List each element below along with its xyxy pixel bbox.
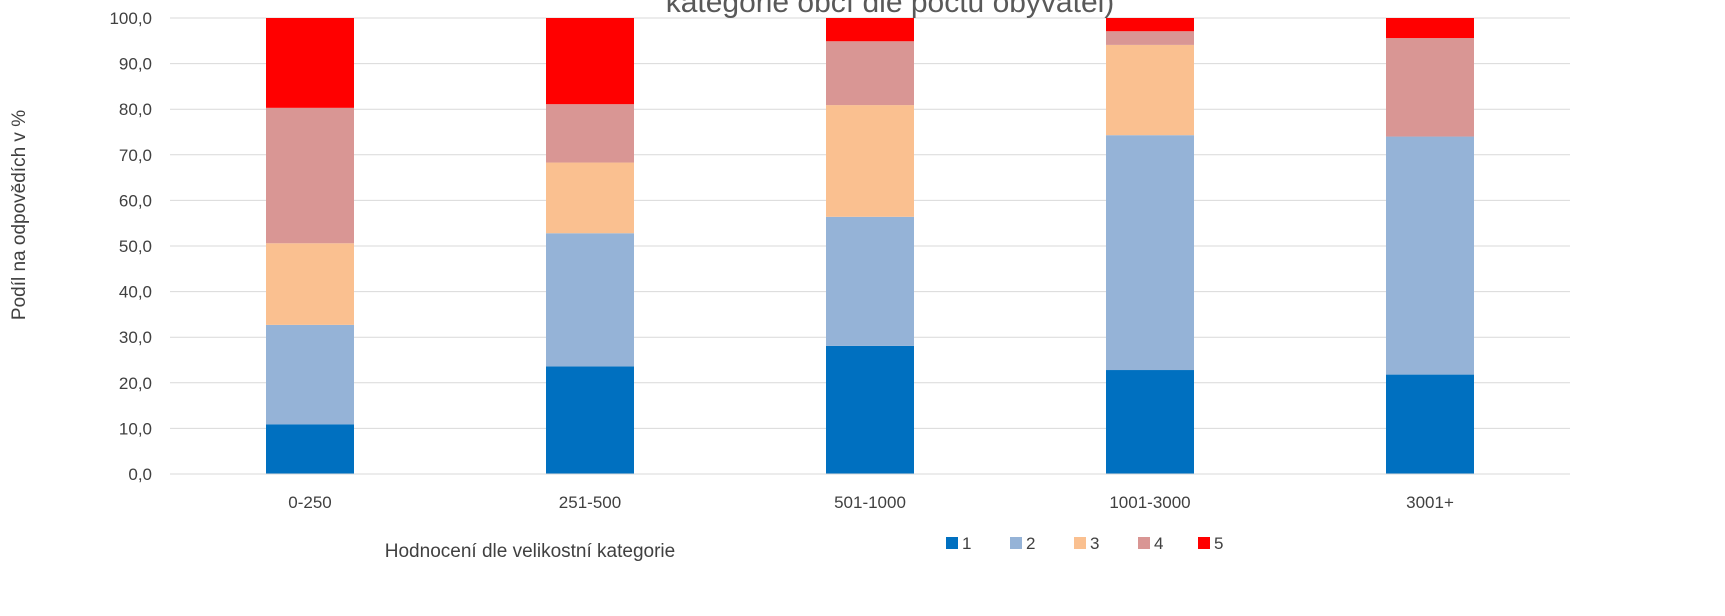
bar-segment xyxy=(546,162,634,234)
x-tick-label: 501-1000 xyxy=(834,493,906,512)
bar-segment xyxy=(1386,136,1474,375)
y-tick-label: 20,0 xyxy=(119,374,152,393)
bar-segment xyxy=(826,18,914,42)
legend-swatch xyxy=(1074,537,1086,549)
bar-segment xyxy=(826,41,914,106)
y-tick-label: 10,0 xyxy=(119,419,152,438)
bar-segment xyxy=(1106,44,1194,136)
y-tick-label: 100,0 xyxy=(109,9,152,28)
y-tick-label: 80,0 xyxy=(119,100,152,119)
y-axis-title: Podíl na odpovědích v % xyxy=(9,110,30,320)
x-tick-label: 251-500 xyxy=(559,493,621,512)
legend-swatch xyxy=(1010,537,1022,549)
x-axis-ticks: 0-250 251-500 501-1000 1001-3000 3001+ xyxy=(288,493,1454,512)
y-axis-ticks: 0,0 10,0 20,0 30,0 40,0 50,0 60,0 70,0 80,0 90,0 1… xyxy=(109,9,152,484)
x-tick-label: 3001+ xyxy=(1406,493,1454,512)
bar-segment xyxy=(546,366,634,474)
bar-segment xyxy=(266,107,354,244)
bar-segment xyxy=(266,243,354,325)
legend-label: 2 xyxy=(1026,534,1035,553)
bar-segment xyxy=(546,18,634,105)
bars xyxy=(266,18,1474,474)
bar-segment xyxy=(1386,38,1474,137)
bar-segment xyxy=(546,233,634,367)
y-tick-label: 70,0 xyxy=(119,146,152,165)
legend-label: 3 xyxy=(1090,534,1099,553)
bar-segment xyxy=(826,105,914,217)
legend-label: 5 xyxy=(1214,534,1223,553)
bar-segment xyxy=(1106,31,1194,45)
bar-segment xyxy=(1386,18,1474,39)
chart-title: kategorie obcí dle počtu obyvatel) xyxy=(666,0,1115,19)
bar-segment xyxy=(266,424,354,474)
y-tick-label: 40,0 xyxy=(119,283,152,302)
x-tick-label: 0-250 xyxy=(288,493,331,512)
legend-label: 4 xyxy=(1154,534,1163,553)
legend-swatch xyxy=(946,537,958,549)
y-tick-label: 30,0 xyxy=(119,328,152,347)
x-axis-title: Hodnocení dle velikostní kategorie xyxy=(385,541,675,562)
bar-segment xyxy=(546,104,634,163)
y-tick-label: 90,0 xyxy=(119,55,152,74)
bar-segment xyxy=(826,345,914,474)
bar-segment xyxy=(1106,18,1194,32)
bar-segment xyxy=(1106,135,1194,371)
x-tick-label: 1001-3000 xyxy=(1109,493,1190,512)
bar-segment xyxy=(266,324,354,425)
bar-segment xyxy=(826,216,914,346)
y-tick-label: 0,0 xyxy=(128,465,152,484)
legend-swatch xyxy=(1138,537,1150,549)
y-tick-label: 60,0 xyxy=(119,191,152,210)
bar-segment xyxy=(266,18,354,108)
legend: 1 2 3 4 5 xyxy=(946,534,1223,553)
bar-segment xyxy=(1386,374,1474,474)
legend-swatch xyxy=(1198,537,1210,549)
y-tick-label: 50,0 xyxy=(119,237,152,256)
legend-label: 1 xyxy=(962,534,971,553)
bar-segment xyxy=(1106,370,1194,474)
